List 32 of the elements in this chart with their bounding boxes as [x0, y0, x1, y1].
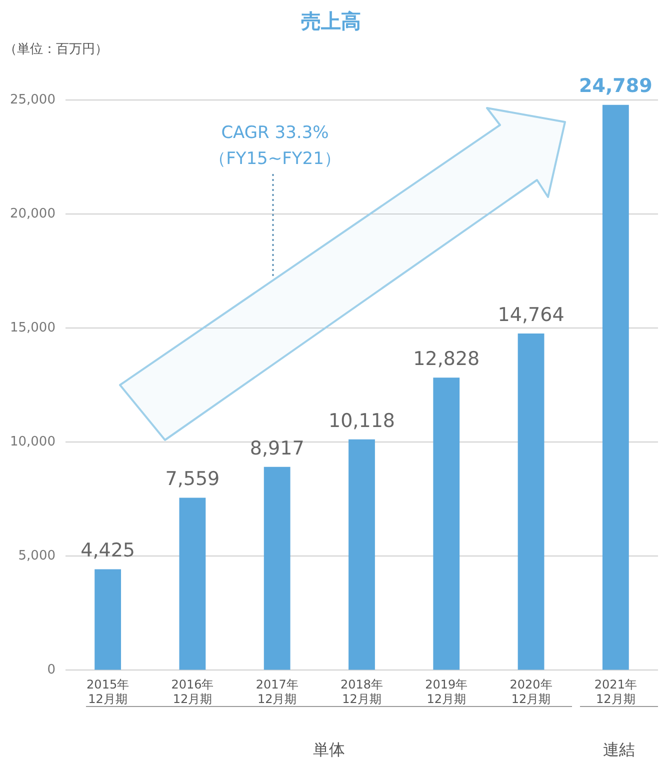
y-tick-label: 5,000 [18, 548, 56, 564]
x-tick-label: 2017年 12月期 [256, 678, 298, 706]
bar [518, 333, 544, 670]
bar [602, 104, 629, 670]
x-tick-label: 2019年 12月期 [425, 678, 468, 706]
bar [348, 439, 375, 670]
text: 連結 [602, 740, 636, 761]
data-label: 10,118 [328, 410, 395, 432]
y-tick-label: 0 [47, 662, 56, 678]
annotation: CAGR 33.3% （FY15~FY21） [208, 122, 342, 171]
text: 単体 [312, 740, 346, 761]
y-tick-label: 10,000 [10, 434, 56, 450]
x-tick-label: 2021年 12月期 [594, 678, 637, 706]
data-label: 12,828 [413, 348, 480, 370]
x-tick-label: 2015年 12月期 [86, 678, 130, 706]
bar [264, 466, 290, 670]
data-label: 14,764 [498, 304, 564, 326]
chart-title: 売上高 [300, 8, 362, 35]
bar [179, 498, 206, 670]
data-label: 4,425 [80, 540, 136, 562]
data-label: 7,559 [165, 468, 220, 490]
x-tick-label: 2020年 12月期 [510, 678, 552, 706]
data-label: 24,789 [579, 75, 652, 98]
bar [433, 378, 460, 670]
data-label: 8,917 [250, 437, 304, 460]
y-tick-label: 25,000 [10, 92, 56, 108]
y-tick-label: 15,000 [10, 320, 56, 336]
bar [94, 569, 122, 670]
x-tick-label: 2016年 12月期 [171, 678, 214, 706]
x-tick-label: 2018年 12月期 [340, 678, 384, 706]
text: （単位：百万円） [4, 41, 108, 58]
y-tick-label: 20,000 [10, 206, 56, 222]
